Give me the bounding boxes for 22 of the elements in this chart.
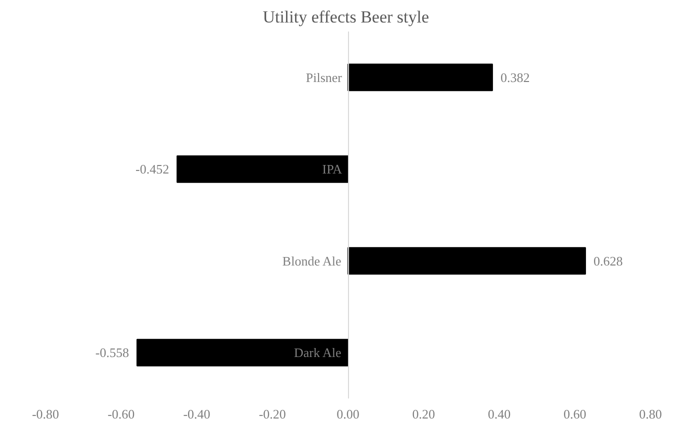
x-tick-label: 0.60 — [564, 406, 586, 421]
bar — [348, 247, 586, 275]
data-label: -0.452 — [136, 162, 170, 177]
x-tick-label: -0.80 — [32, 406, 60, 421]
data-label: -0.558 — [95, 345, 130, 360]
y-tick-label: Blonde Ale — [282, 253, 342, 268]
bar — [176, 155, 348, 183]
data-label: 0.382 — [500, 70, 530, 85]
x-tick-label: -0.60 — [108, 406, 135, 421]
y-tick-label: Pilsner — [306, 70, 343, 85]
y-tick-label: IPA — [322, 162, 343, 177]
bar — [348, 64, 493, 92]
chart-title: Utility effects Beer style — [262, 8, 430, 26]
x-tick-label: 0.80 — [639, 406, 662, 421]
x-tick-label: 0.00 — [336, 406, 360, 421]
y-tick-label: Dark Ale — [294, 345, 342, 360]
bar — [136, 338, 348, 366]
x-tick-label: -0.20 — [258, 406, 286, 421]
x-tick-label: -0.40 — [183, 406, 210, 421]
x-tick-label: 0.20 — [412, 406, 435, 421]
x-tick-label: 0.40 — [488, 406, 511, 421]
data-label: 0.628 — [593, 253, 623, 268]
